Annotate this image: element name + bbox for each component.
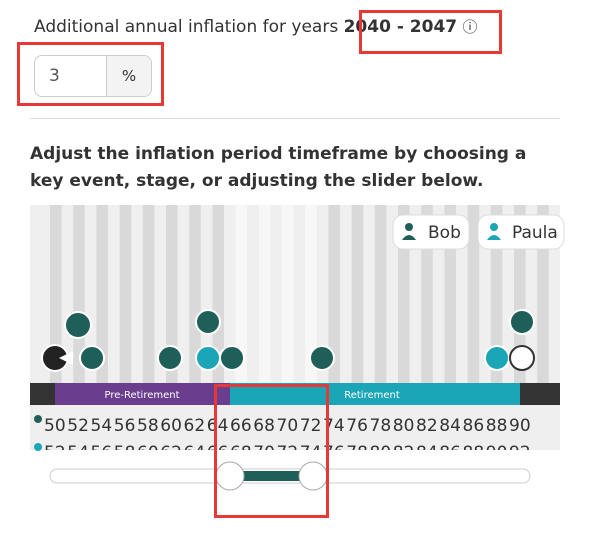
info-icon[interactable]: ⓘ xyxy=(462,18,478,36)
highlight xyxy=(214,384,329,518)
play-icon[interactable] xyxy=(59,351,73,365)
stripe xyxy=(189,205,201,383)
age-label: 54 xyxy=(91,416,113,436)
age-label: 90 xyxy=(486,443,508,463)
age-label: 82 xyxy=(416,416,438,436)
age-label: 56 xyxy=(114,416,136,436)
stripe xyxy=(490,205,503,383)
age-label: 52 xyxy=(67,416,89,436)
age-label: 80 xyxy=(393,416,415,436)
rate-input[interactable]: 3 % xyxy=(34,55,152,97)
stage-bar[interactable] xyxy=(55,383,230,405)
stripe xyxy=(258,205,271,383)
age-label: 76 xyxy=(346,416,368,436)
age-label: 86 xyxy=(439,443,461,463)
age-label: 80 xyxy=(370,443,392,463)
stripe xyxy=(96,205,108,383)
age-label: 56 xyxy=(91,443,113,463)
stripe xyxy=(119,205,132,383)
age-label: 64 xyxy=(184,443,206,463)
age-label: 78 xyxy=(346,443,368,463)
stripe xyxy=(514,205,526,383)
age-label: 88 xyxy=(486,416,508,436)
years: 2040 - 2047 xyxy=(343,17,458,37)
stripe xyxy=(50,205,62,383)
stage-label: Pre-Retirement xyxy=(104,390,179,401)
age-label: 78 xyxy=(370,416,392,436)
age-label: 84 xyxy=(439,416,461,436)
stripe xyxy=(166,205,178,383)
person-name: Paula xyxy=(512,223,558,243)
age-label: 92 xyxy=(509,443,531,463)
age-label: 50 xyxy=(44,416,66,436)
age-label: 68 xyxy=(253,416,275,436)
divider xyxy=(30,118,560,119)
age-label: 58 xyxy=(137,416,159,436)
age-label: 76 xyxy=(323,443,345,463)
person-icon xyxy=(34,443,42,451)
instructions: Adjust the inflation period timeframe by… xyxy=(30,144,527,191)
stripe xyxy=(374,205,387,383)
stripe xyxy=(537,205,549,383)
stage-bar[interactable] xyxy=(230,383,520,405)
age-label: 62 xyxy=(160,443,182,463)
stripe xyxy=(421,205,433,383)
slider-range xyxy=(230,471,313,481)
age-label: 66 xyxy=(230,416,252,436)
age-label: 82 xyxy=(393,443,415,463)
age-label: 74 xyxy=(300,443,322,463)
highlight xyxy=(359,10,502,54)
age-label: 84 xyxy=(416,443,438,463)
age-label: 86 xyxy=(463,416,485,436)
input-value[interactable]: 3 xyxy=(49,66,60,86)
inflation-label: Additional annual inflation for years 20… xyxy=(34,16,478,37)
age-label: 72 xyxy=(277,443,299,463)
age-label: 52 xyxy=(44,443,66,463)
unit: % xyxy=(106,56,151,96)
age-label: 66 xyxy=(207,443,229,463)
bar-end xyxy=(30,383,55,405)
stripe xyxy=(398,205,410,383)
age-label: 70 xyxy=(277,416,299,436)
age-label: 90 xyxy=(509,416,531,436)
stripe xyxy=(444,205,456,383)
stripe xyxy=(282,205,294,383)
stripe xyxy=(351,205,364,383)
stage-label: Retirement xyxy=(344,390,400,401)
person-icon xyxy=(34,415,42,423)
highlight xyxy=(17,42,164,106)
person-name: Bob xyxy=(428,223,461,243)
person-chip[interactable] xyxy=(392,214,470,250)
age-label: 60 xyxy=(160,416,182,436)
age-label: 88 xyxy=(463,443,485,463)
person-chip[interactable] xyxy=(477,214,565,250)
age-label: 58 xyxy=(114,443,136,463)
stripe xyxy=(467,205,480,383)
stripe xyxy=(235,205,248,383)
age-label: 64 xyxy=(207,416,229,436)
age-label: 68 xyxy=(230,443,252,463)
age-label: 62 xyxy=(184,416,206,436)
stripe xyxy=(328,205,340,383)
stripe xyxy=(305,205,317,383)
age-label: 70 xyxy=(253,443,275,463)
stripe xyxy=(212,205,224,383)
stripe xyxy=(73,205,85,383)
bar-end xyxy=(520,383,560,405)
stripe xyxy=(142,205,155,383)
age-label: 60 xyxy=(137,443,159,463)
age-label: 72 xyxy=(300,416,322,436)
label: Additional annual inflation for years xyxy=(34,17,339,37)
age-label: 54 xyxy=(67,443,89,463)
